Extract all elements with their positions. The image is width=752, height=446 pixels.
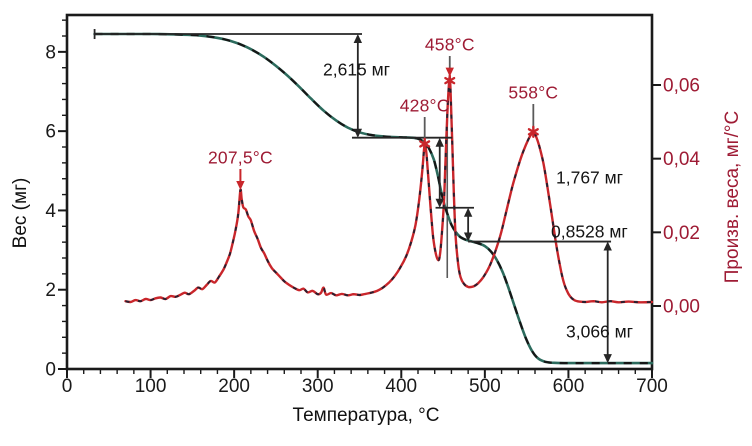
- plot-frame: [65, 13, 654, 371]
- curve-dash-overlay: [125, 76, 653, 304]
- star-arm: [444, 76, 456, 85]
- mass-loss-label: 2,615 мг: [323, 59, 391, 80]
- dtg-derivative-curve: [124, 76, 654, 304]
- x-tick-label: 400: [385, 376, 417, 397]
- y-left-tick-label: 0: [45, 360, 56, 381]
- y-right-tick-label: 0,04: [663, 149, 700, 170]
- arrowhead: [353, 34, 363, 44]
- arrowhead: [603, 354, 612, 364]
- star-arm: [527, 128, 539, 136]
- star-arm: [419, 140, 431, 148]
- y-left-tick-label: 4: [45, 201, 56, 222]
- peak-temperature-label: 458°С: [424, 34, 475, 55]
- x-tick-label: 300: [302, 376, 334, 397]
- arrowhead: [435, 198, 444, 208]
- arrowhead: [435, 137, 444, 147]
- arrowhead: [603, 241, 612, 251]
- mass-loss-annotations: [93, 29, 612, 364]
- arrowhead: [353, 128, 363, 138]
- peak-annotation: [236, 169, 245, 190]
- y-left-tick-label: 2: [45, 280, 56, 301]
- curve-dash-overlay: [94, 32, 652, 365]
- arrowhead: [236, 180, 245, 190]
- y-right-tick-label: 0,02: [663, 223, 700, 244]
- arrowhead: [463, 232, 473, 242]
- peak-temperature-label: 207,5°С: [207, 147, 273, 168]
- mass-loss-label: 0,8528 мг: [551, 221, 628, 242]
- y-right-tick-label: 0,00: [663, 297, 700, 318]
- x-tick-label: 500: [469, 376, 501, 397]
- curve-base: [93, 32, 654, 365]
- right-axis-title: Произв. веса, мг/°С: [722, 110, 743, 284]
- peak-annotation: [419, 117, 431, 151]
- x-tick-label: 0: [62, 376, 73, 397]
- x-tick-label: 600: [553, 376, 585, 397]
- curve-base: [124, 76, 654, 304]
- x-tick-label: 100: [135, 376, 167, 397]
- peak-annotation: [444, 56, 456, 87]
- axis-ticks: 0 100 200 300 400 500 600 700 0 2 4 6 8 0,00 0,02 0,04 0…: [45, 19, 700, 397]
- x-axis-title: Температура, °С: [292, 405, 440, 426]
- x-tick-label: 200: [218, 376, 250, 397]
- arrowhead: [445, 67, 454, 77]
- arrowhead: [463, 207, 473, 217]
- y-left-tick-label: 8: [45, 42, 56, 63]
- peak-temperature-label: 428°С: [399, 95, 450, 116]
- left-axis-title: Вес (мг): [10, 177, 31, 249]
- y-left-tick-label: 6: [45, 122, 56, 143]
- peak-annotation: [527, 104, 539, 138]
- tg-weight-curve: [93, 32, 654, 365]
- peak-temperature-label: 558°С: [508, 82, 559, 103]
- x-tick-label: 700: [636, 376, 668, 397]
- mass-loss-label: 3,066 мг: [566, 321, 634, 342]
- y-right-tick-label: 0,06: [663, 75, 700, 96]
- mass-loss-label: 1,767 мг: [556, 167, 624, 188]
